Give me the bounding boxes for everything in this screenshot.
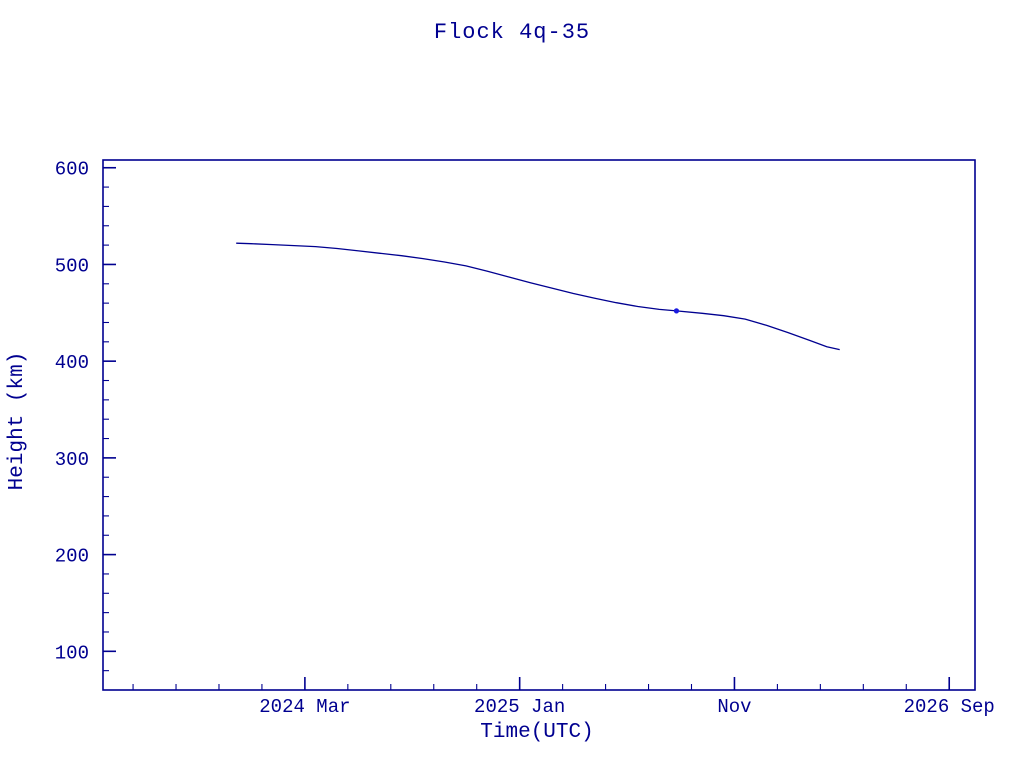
y-tick-label: 100 bbox=[55, 642, 89, 664]
y-axis-tick-labels: 100 200 300 400 500 600 bbox=[55, 159, 89, 665]
y-tick-label: 200 bbox=[55, 546, 89, 568]
y-tick-label: 400 bbox=[55, 352, 89, 374]
x-axis-ticks bbox=[132, 677, 951, 690]
y-axis-label: Height (km) bbox=[6, 352, 29, 491]
x-axis-tick-labels: 2024 Mar 2025 Jan Nov 2026 Sep bbox=[259, 696, 995, 718]
y-tick-label: 500 bbox=[55, 255, 89, 277]
y-tick-label: 600 bbox=[55, 159, 89, 181]
x-tick-label: Nov bbox=[717, 696, 751, 718]
current-epoch-marker-dot bbox=[673, 308, 680, 314]
x-axis-label: Time(UTC) bbox=[480, 721, 593, 744]
x-tick-label: 2026 Sep bbox=[904, 696, 995, 718]
x-tick-label: 2024 Mar bbox=[259, 696, 350, 718]
y-axis-ticks bbox=[103, 166, 116, 672]
height-series-line bbox=[236, 242, 840, 351]
chart-title: Flock 4q-35 bbox=[434, 20, 590, 45]
plot-frame bbox=[102, 159, 976, 691]
x-tick-label: 2025 Jan bbox=[474, 696, 565, 718]
y-tick-label: 300 bbox=[55, 449, 89, 471]
